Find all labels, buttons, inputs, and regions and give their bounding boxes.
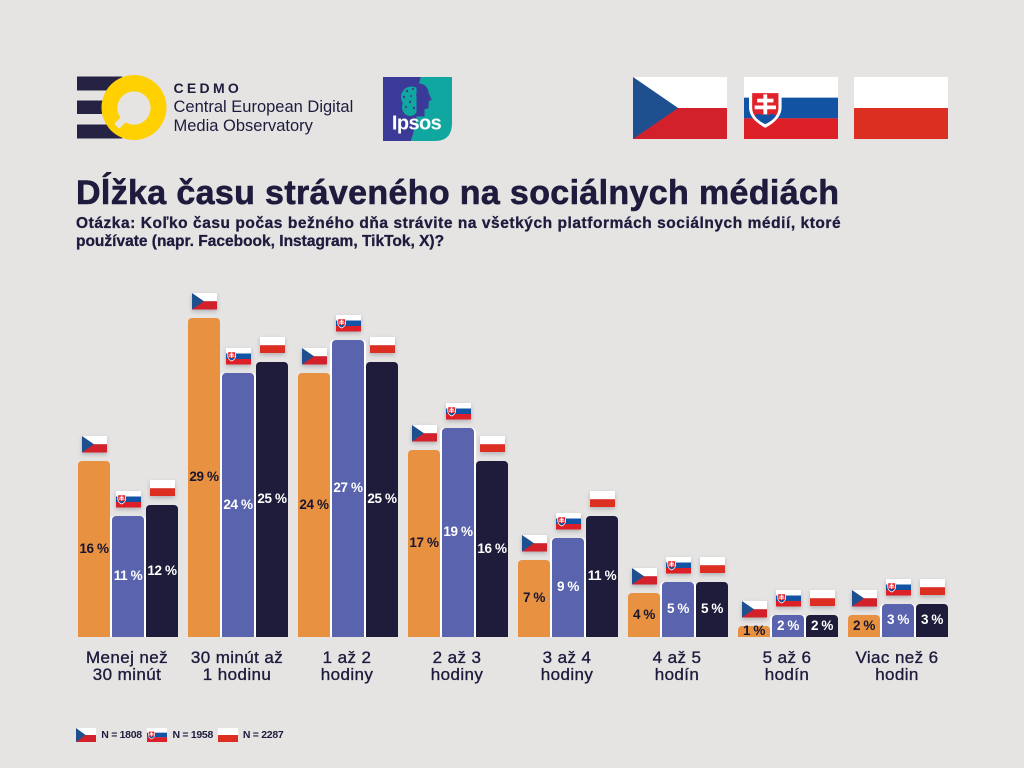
svg-text:Ipsos: Ipsos — [392, 112, 442, 134]
